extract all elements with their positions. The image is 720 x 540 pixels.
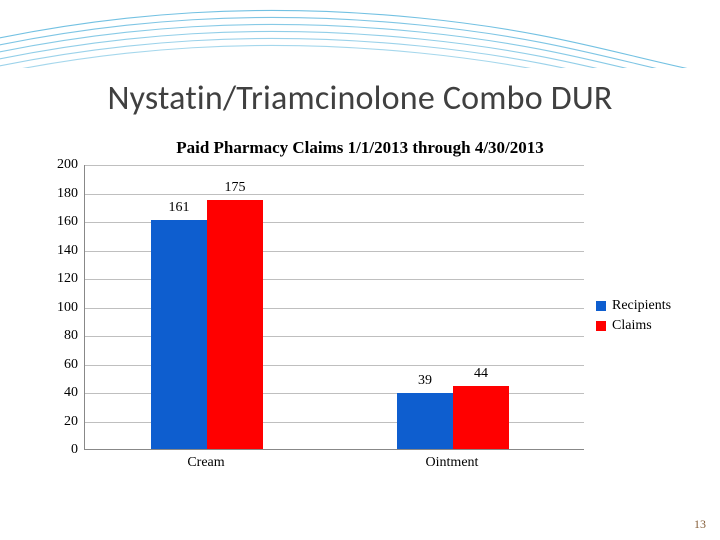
y-tick-label: 20 [44,414,78,430]
legend-swatch [596,301,606,311]
bar-recipients-cream: 161 [151,220,207,449]
bar-recipients-ointment: 39 [397,393,453,449]
bar-claims-ointment: 44 [453,386,509,449]
y-tick-label: 160 [44,214,78,230]
y-tick-label: 40 [44,385,78,401]
y-tick-label: 140 [44,243,78,259]
legend-item: Claims [596,318,671,334]
legend-label: Recipients [612,298,671,314]
y-tick-label: 80 [44,328,78,344]
y-tick-label: 100 [44,300,78,316]
y-tick-label: 120 [44,271,78,287]
bar-chart: 1611753944 020406080100120140160180200 C… [44,165,584,475]
page-title: Nystatin/Triamcinolone Combo DUR [0,78,720,119]
gridline [85,165,584,166]
bar-value-label: 175 [207,180,263,196]
y-tick-label: 60 [44,357,78,373]
y-tick-label: 180 [44,186,78,202]
slide: Nystatin/Triamcinolone Combo DUR Paid Ph… [0,0,720,540]
y-tick-label: 200 [44,157,78,173]
bar-claims-cream: 175 [207,200,263,449]
bar-value-label: 39 [397,373,453,389]
header-decorative-lines [0,0,720,68]
legend: Recipients Claims [596,298,671,338]
gridline [85,194,584,195]
legend-label: Claims [612,318,652,334]
chart-title: Paid Pharmacy Claims 1/1/2013 through 4/… [0,138,720,158]
bar-value-label: 161 [151,200,207,216]
legend-item: Recipients [596,298,671,314]
slide-number: 13 [694,517,706,532]
y-tick-label: 0 [44,442,78,458]
plot-area: 1611753944 [84,165,584,450]
x-category-label: Ointment [396,455,508,471]
bar-value-label: 44 [453,366,509,382]
x-category-label: Cream [150,455,262,471]
legend-swatch [596,321,606,331]
